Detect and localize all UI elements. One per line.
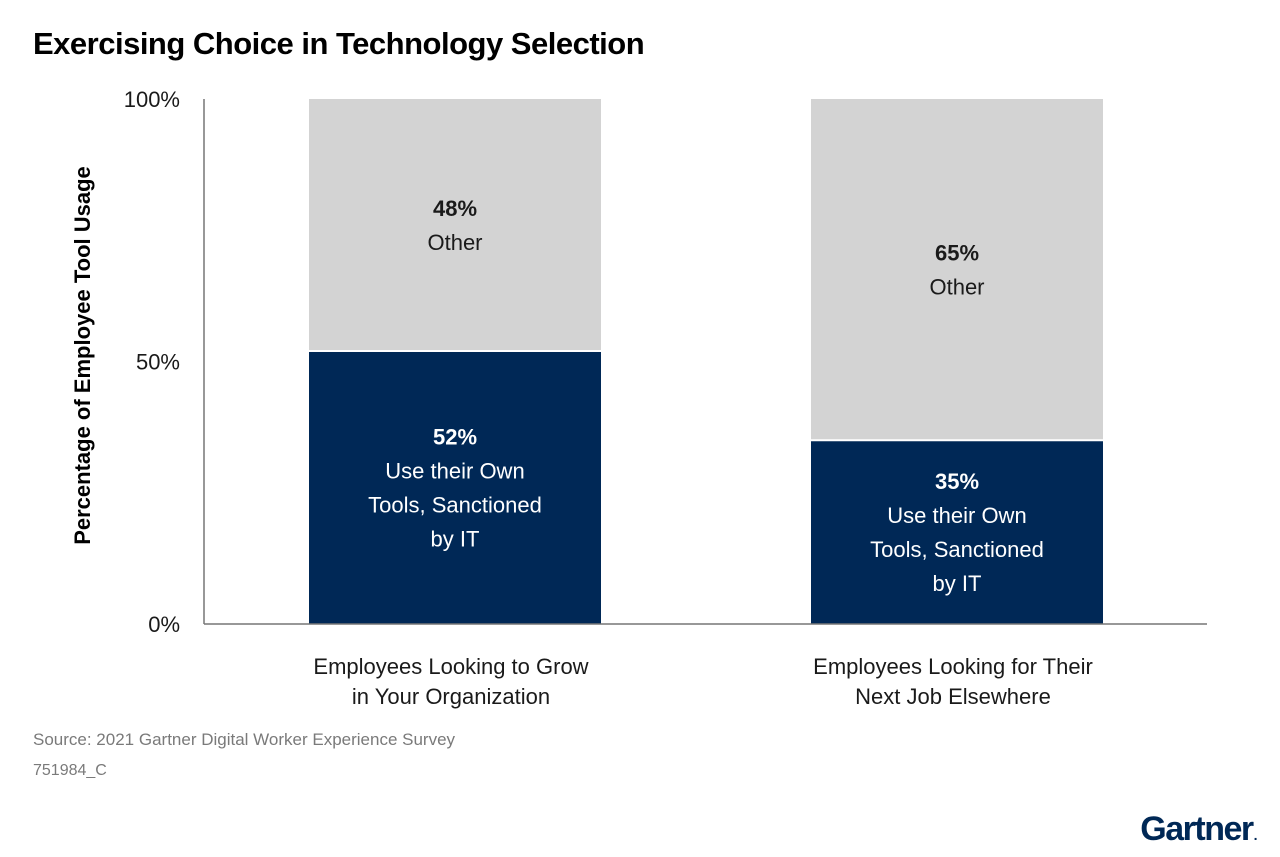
segment-label-own_tools-2: by IT [933, 571, 982, 596]
data-label-other-1: 48% [433, 196, 477, 221]
bar-other-1 [309, 99, 601, 351]
y-tick-label: 0% [148, 612, 180, 637]
x-category-label-2: Employees Looking for Their [813, 654, 1093, 679]
document-code: 751984_C [33, 762, 107, 779]
x-category-label-1: Employees Looking to Grow [313, 654, 588, 679]
segment-label-own_tools-1: Use their Own [385, 459, 524, 484]
bar-other-2 [811, 99, 1103, 441]
bar-own_tools-1 [309, 351, 601, 624]
segment-label-other-1: Other [427, 230, 482, 255]
logo-dot: . [1253, 827, 1258, 843]
data-label-own_tools-2: 35% [935, 469, 979, 494]
x-category-label-1: in Your Organization [352, 684, 550, 709]
y-axis-label: Percentage of Employee Tool Usage [70, 166, 95, 545]
data-label-other-2: 65% [935, 241, 979, 266]
segment-label-own_tools-1: Tools, Sanctioned [368, 493, 542, 518]
segment-label-own_tools-1: by IT [431, 527, 480, 552]
data-label-own_tools-1: 52% [433, 425, 477, 450]
y-tick-label: 50% [136, 350, 180, 375]
bar-own_tools-2 [811, 440, 1103, 624]
source-note: Source: 2021 Gartner Digital Worker Expe… [33, 730, 456, 749]
chart-title: Exercising Choice in Technology Selectio… [33, 26, 645, 61]
segment-label-other-2: Other [929, 275, 984, 300]
segment-label-own_tools-2: Use their Own [887, 503, 1026, 528]
y-tick-label: 100% [124, 87, 180, 112]
logo-wordmark: Gartner [1140, 810, 1254, 848]
segment-label-own_tools-2: Tools, Sanctioned [870, 537, 1044, 562]
x-category-label-2: Next Job Elsewhere [855, 684, 1051, 709]
gartner-logo: Gartner. [1140, 810, 1258, 849]
